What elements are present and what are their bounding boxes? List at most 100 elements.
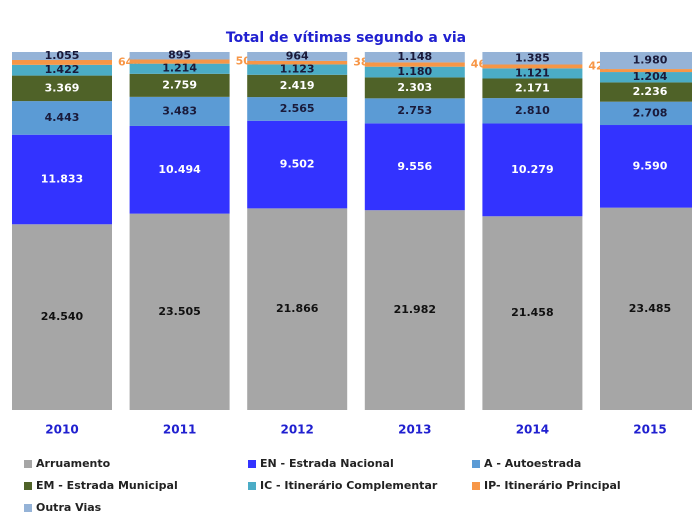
data-label: 2.759 xyxy=(162,78,197,91)
x-tick-label: 2010 xyxy=(45,423,78,437)
x-tick-label: 2013 xyxy=(398,423,431,437)
x-tick-label: 2012 xyxy=(280,423,313,437)
bar-segment xyxy=(600,52,692,70)
bar-segment xyxy=(482,68,583,79)
bar-segment xyxy=(12,64,112,76)
bar-segment xyxy=(12,75,112,102)
bar-segment xyxy=(247,64,348,75)
bar-segment xyxy=(364,77,465,99)
data-label: 1.214 xyxy=(162,62,197,75)
bar-segment xyxy=(600,125,692,208)
bar-segment xyxy=(247,97,348,121)
data-label: 10.494 xyxy=(158,163,201,176)
bar-segment xyxy=(129,213,230,410)
data-label: 3.483 xyxy=(162,104,197,117)
legend-label: Arruamento xyxy=(36,457,111,470)
data-label: 2.171 xyxy=(515,81,550,94)
data-label: 1.148 xyxy=(397,50,432,63)
bar-segment xyxy=(482,64,583,69)
data-label: 1.204 xyxy=(633,70,668,83)
legend-label: Outra Vias xyxy=(36,501,102,514)
bar-segment xyxy=(482,98,583,124)
data-label: 9.502 xyxy=(280,158,315,171)
data-label: 2.753 xyxy=(397,104,432,117)
x-tick-label: 2014 xyxy=(516,423,549,437)
bar-segment xyxy=(482,78,583,99)
data-label: 895 xyxy=(168,49,191,62)
legend-label: IP- Itinerário Principal xyxy=(484,479,621,492)
data-label: 1.123 xyxy=(280,63,315,76)
legend-label: EM - Estrada Municipal xyxy=(36,479,178,492)
data-label: 21.982 xyxy=(394,303,436,316)
data-label: 9.590 xyxy=(633,159,668,172)
bar-segment xyxy=(364,66,465,78)
legend-label: EN - Estrada Nacional xyxy=(260,457,394,470)
data-label: 23.505 xyxy=(158,305,200,318)
bar-segment xyxy=(12,224,112,410)
bar-segment xyxy=(12,52,112,60)
bar-segment xyxy=(482,216,583,410)
data-label: 2.565 xyxy=(280,102,315,115)
data-label: 1.180 xyxy=(397,65,432,78)
x-tick-label: 2011 xyxy=(163,423,196,437)
bar-segment xyxy=(129,59,230,64)
legend-swatch xyxy=(248,482,256,490)
bar-segment xyxy=(482,52,583,65)
bar-segment xyxy=(364,62,465,67)
data-label: 2.236 xyxy=(633,85,668,98)
chart-title: Total de vítimas segundo a via xyxy=(226,30,466,46)
legend-swatch xyxy=(472,482,480,490)
bar-segment xyxy=(247,74,348,98)
data-label: 11.833 xyxy=(41,172,83,185)
legend-swatch xyxy=(24,482,32,490)
legend-swatch xyxy=(24,504,32,512)
data-label: 2.810 xyxy=(515,104,550,117)
data-label: 2.708 xyxy=(633,106,668,119)
legend-swatch xyxy=(24,460,32,468)
bar-segment xyxy=(364,210,465,410)
data-label: 2.419 xyxy=(280,79,315,92)
bar-segment xyxy=(600,82,692,102)
bar-segment xyxy=(247,52,348,61)
data-label: 1.422 xyxy=(45,63,80,76)
bar-segment xyxy=(364,98,465,124)
legend-label: A - Autoestrada xyxy=(484,457,581,470)
bar-segment xyxy=(247,60,348,65)
legend-swatch xyxy=(248,460,256,468)
bar-segment xyxy=(364,52,465,63)
data-label: 1.980 xyxy=(633,54,668,67)
bar-segment xyxy=(129,73,230,97)
data-label: 9.556 xyxy=(397,160,432,173)
legend-label: IC - Itinerário Complementar xyxy=(260,479,438,492)
data-label: 24.540 xyxy=(41,310,84,323)
data-label: 3.369 xyxy=(45,81,80,94)
data-label: 23.485 xyxy=(629,302,671,315)
bar-segment xyxy=(129,96,230,126)
data-label: 4.443 xyxy=(45,111,80,124)
bar-segment xyxy=(129,63,230,74)
bar-segment xyxy=(129,125,230,214)
bar-segment xyxy=(12,59,112,65)
data-label: 10.279 xyxy=(511,163,553,176)
data-label: 1.121 xyxy=(515,66,550,79)
bar-segment xyxy=(364,123,465,211)
x-tick-label: 2015 xyxy=(633,423,666,437)
data-label: 964 xyxy=(286,49,309,62)
data-label: 1.385 xyxy=(515,51,550,64)
bar-segment xyxy=(600,69,692,73)
bar-segment xyxy=(12,101,112,135)
bar-segment xyxy=(600,101,692,126)
data-label: 21.458 xyxy=(511,306,553,319)
bar-segment xyxy=(247,208,348,410)
bar-segment xyxy=(600,72,692,83)
bar-segment xyxy=(12,134,112,225)
data-label: 1.055 xyxy=(45,49,80,62)
bar-segment xyxy=(600,207,692,410)
bar-segment xyxy=(482,123,583,217)
legend-swatch xyxy=(472,460,480,468)
data-label: 2.303 xyxy=(397,81,432,94)
bar-segment xyxy=(129,52,230,60)
data-label: 21.866 xyxy=(276,302,319,315)
